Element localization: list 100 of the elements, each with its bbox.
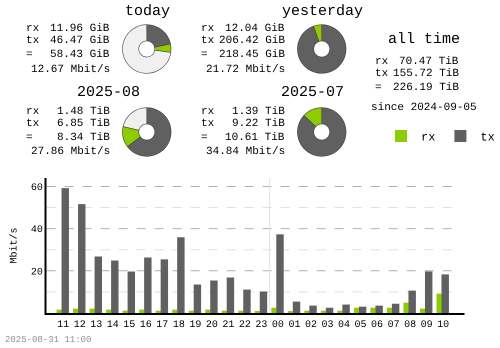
x-tick-label: 23 bbox=[255, 320, 268, 331]
bar bbox=[139, 310, 144, 313]
bar bbox=[106, 310, 112, 313]
x-tick-label: 02 bbox=[304, 320, 317, 331]
x-tick-label: 00 bbox=[272, 320, 284, 331]
text: rx bbox=[375, 56, 389, 68]
bar bbox=[73, 308, 78, 313]
bar bbox=[386, 308, 392, 313]
x-tick-label: 20 bbox=[206, 320, 218, 331]
x-tick-label: 03 bbox=[321, 320, 334, 331]
bar bbox=[424, 271, 432, 313]
x-tick-label: 08 bbox=[404, 320, 416, 331]
bar bbox=[177, 237, 185, 313]
x-tick-label: 04 bbox=[338, 320, 350, 331]
donut-slice bbox=[297, 24, 346, 74]
x-tick-label: 16 bbox=[140, 320, 152, 331]
text: rx bbox=[26, 106, 40, 118]
bar bbox=[342, 304, 350, 313]
text: 226.19 TiB bbox=[393, 82, 460, 94]
text: 10.61 TiB bbox=[225, 132, 285, 144]
bar bbox=[358, 306, 366, 313]
text: = bbox=[201, 49, 208, 61]
text: 11.96 GiB bbox=[50, 23, 110, 35]
x-tick-label: 17 bbox=[156, 320, 168, 331]
bar bbox=[90, 308, 95, 313]
bar bbox=[62, 188, 69, 313]
y-tick-label: 20 bbox=[30, 267, 43, 278]
text: since 2024-09-05 bbox=[371, 102, 477, 114]
bar bbox=[292, 302, 300, 313]
text: tx bbox=[26, 35, 40, 47]
text: 12.67 Mbit/s bbox=[31, 64, 110, 76]
bar bbox=[172, 310, 178, 313]
bar bbox=[309, 306, 317, 313]
bar bbox=[420, 308, 425, 313]
text: 1.48 TiB bbox=[57, 106, 110, 118]
text: = bbox=[26, 132, 33, 144]
text: all time bbox=[388, 31, 460, 48]
bar bbox=[326, 308, 334, 313]
bar bbox=[160, 259, 168, 313]
bar bbox=[243, 290, 251, 313]
x-tick-label: 09 bbox=[420, 320, 433, 331]
bar bbox=[226, 278, 234, 313]
bar bbox=[111, 260, 119, 313]
x-tick-label: 07 bbox=[388, 320, 400, 331]
bar bbox=[128, 271, 136, 313]
x-tick-label: 05 bbox=[354, 320, 367, 331]
y-axis-title: Mbit/s bbox=[8, 227, 20, 264]
bar bbox=[210, 280, 218, 313]
bar bbox=[194, 284, 202, 313]
bar bbox=[78, 204, 86, 313]
text: 21.72 Mbit/s bbox=[206, 64, 286, 76]
bar bbox=[260, 291, 268, 313]
x-tick-label: 18 bbox=[172, 320, 185, 331]
y-tick-label: 60 bbox=[30, 182, 43, 194]
text: tx bbox=[201, 118, 215, 130]
text: = bbox=[201, 132, 208, 144]
x-tick-label: 12 bbox=[74, 320, 86, 331]
bar bbox=[392, 304, 400, 313]
text: 12.04 GiB bbox=[225, 23, 285, 35]
bar bbox=[271, 308, 276, 313]
x-tick-label: 14 bbox=[106, 320, 119, 331]
chart-title: 2025-07 bbox=[281, 84, 344, 101]
y-tick-label: 40 bbox=[30, 225, 43, 236]
text: 58.43 GiB bbox=[50, 49, 110, 61]
x-tick-label: 06 bbox=[371, 320, 384, 331]
text: = bbox=[26, 49, 33, 61]
x-tick-label: 19 bbox=[189, 320, 202, 331]
bar bbox=[441, 274, 449, 313]
x-tick-label: 11 bbox=[57, 320, 70, 331]
bar bbox=[370, 308, 376, 313]
text: = bbox=[375, 82, 382, 94]
text: 27.86 Mbit/s bbox=[31, 146, 110, 158]
text: tx bbox=[375, 68, 389, 80]
bar bbox=[436, 294, 442, 313]
x-tick-label: 21 bbox=[222, 320, 234, 331]
x-tick-label: 01 bbox=[288, 320, 300, 331]
bar bbox=[56, 310, 62, 313]
text: 8.34 TiB bbox=[57, 132, 110, 144]
bar bbox=[205, 310, 210, 313]
text: 34.84 Mbit/s bbox=[206, 146, 286, 158]
text: 206.42 GiB bbox=[219, 35, 286, 47]
donut-slice bbox=[297, 107, 346, 157]
text: 2025-08-31 11:00 bbox=[5, 335, 92, 345]
text: 218.45 GiB bbox=[219, 49, 286, 61]
legend-label: rx bbox=[421, 130, 436, 145]
bar bbox=[375, 306, 383, 313]
bar bbox=[408, 290, 416, 313]
text: rx bbox=[201, 106, 215, 118]
x-tick-label: 22 bbox=[238, 320, 251, 331]
text: 6.85 TiB bbox=[57, 118, 110, 130]
bar bbox=[403, 302, 408, 313]
text: 155.72 TiB bbox=[393, 68, 460, 80]
text: 46.47 GiB bbox=[50, 35, 110, 47]
text: rx bbox=[26, 23, 40, 35]
bar bbox=[144, 258, 152, 313]
chart-title: today bbox=[125, 3, 170, 20]
text: 70.47 TiB bbox=[399, 56, 459, 68]
chart-title: yesterday bbox=[282, 3, 364, 20]
x-tick-label: 10 bbox=[437, 320, 450, 331]
x-tick-label: 15 bbox=[123, 320, 136, 331]
